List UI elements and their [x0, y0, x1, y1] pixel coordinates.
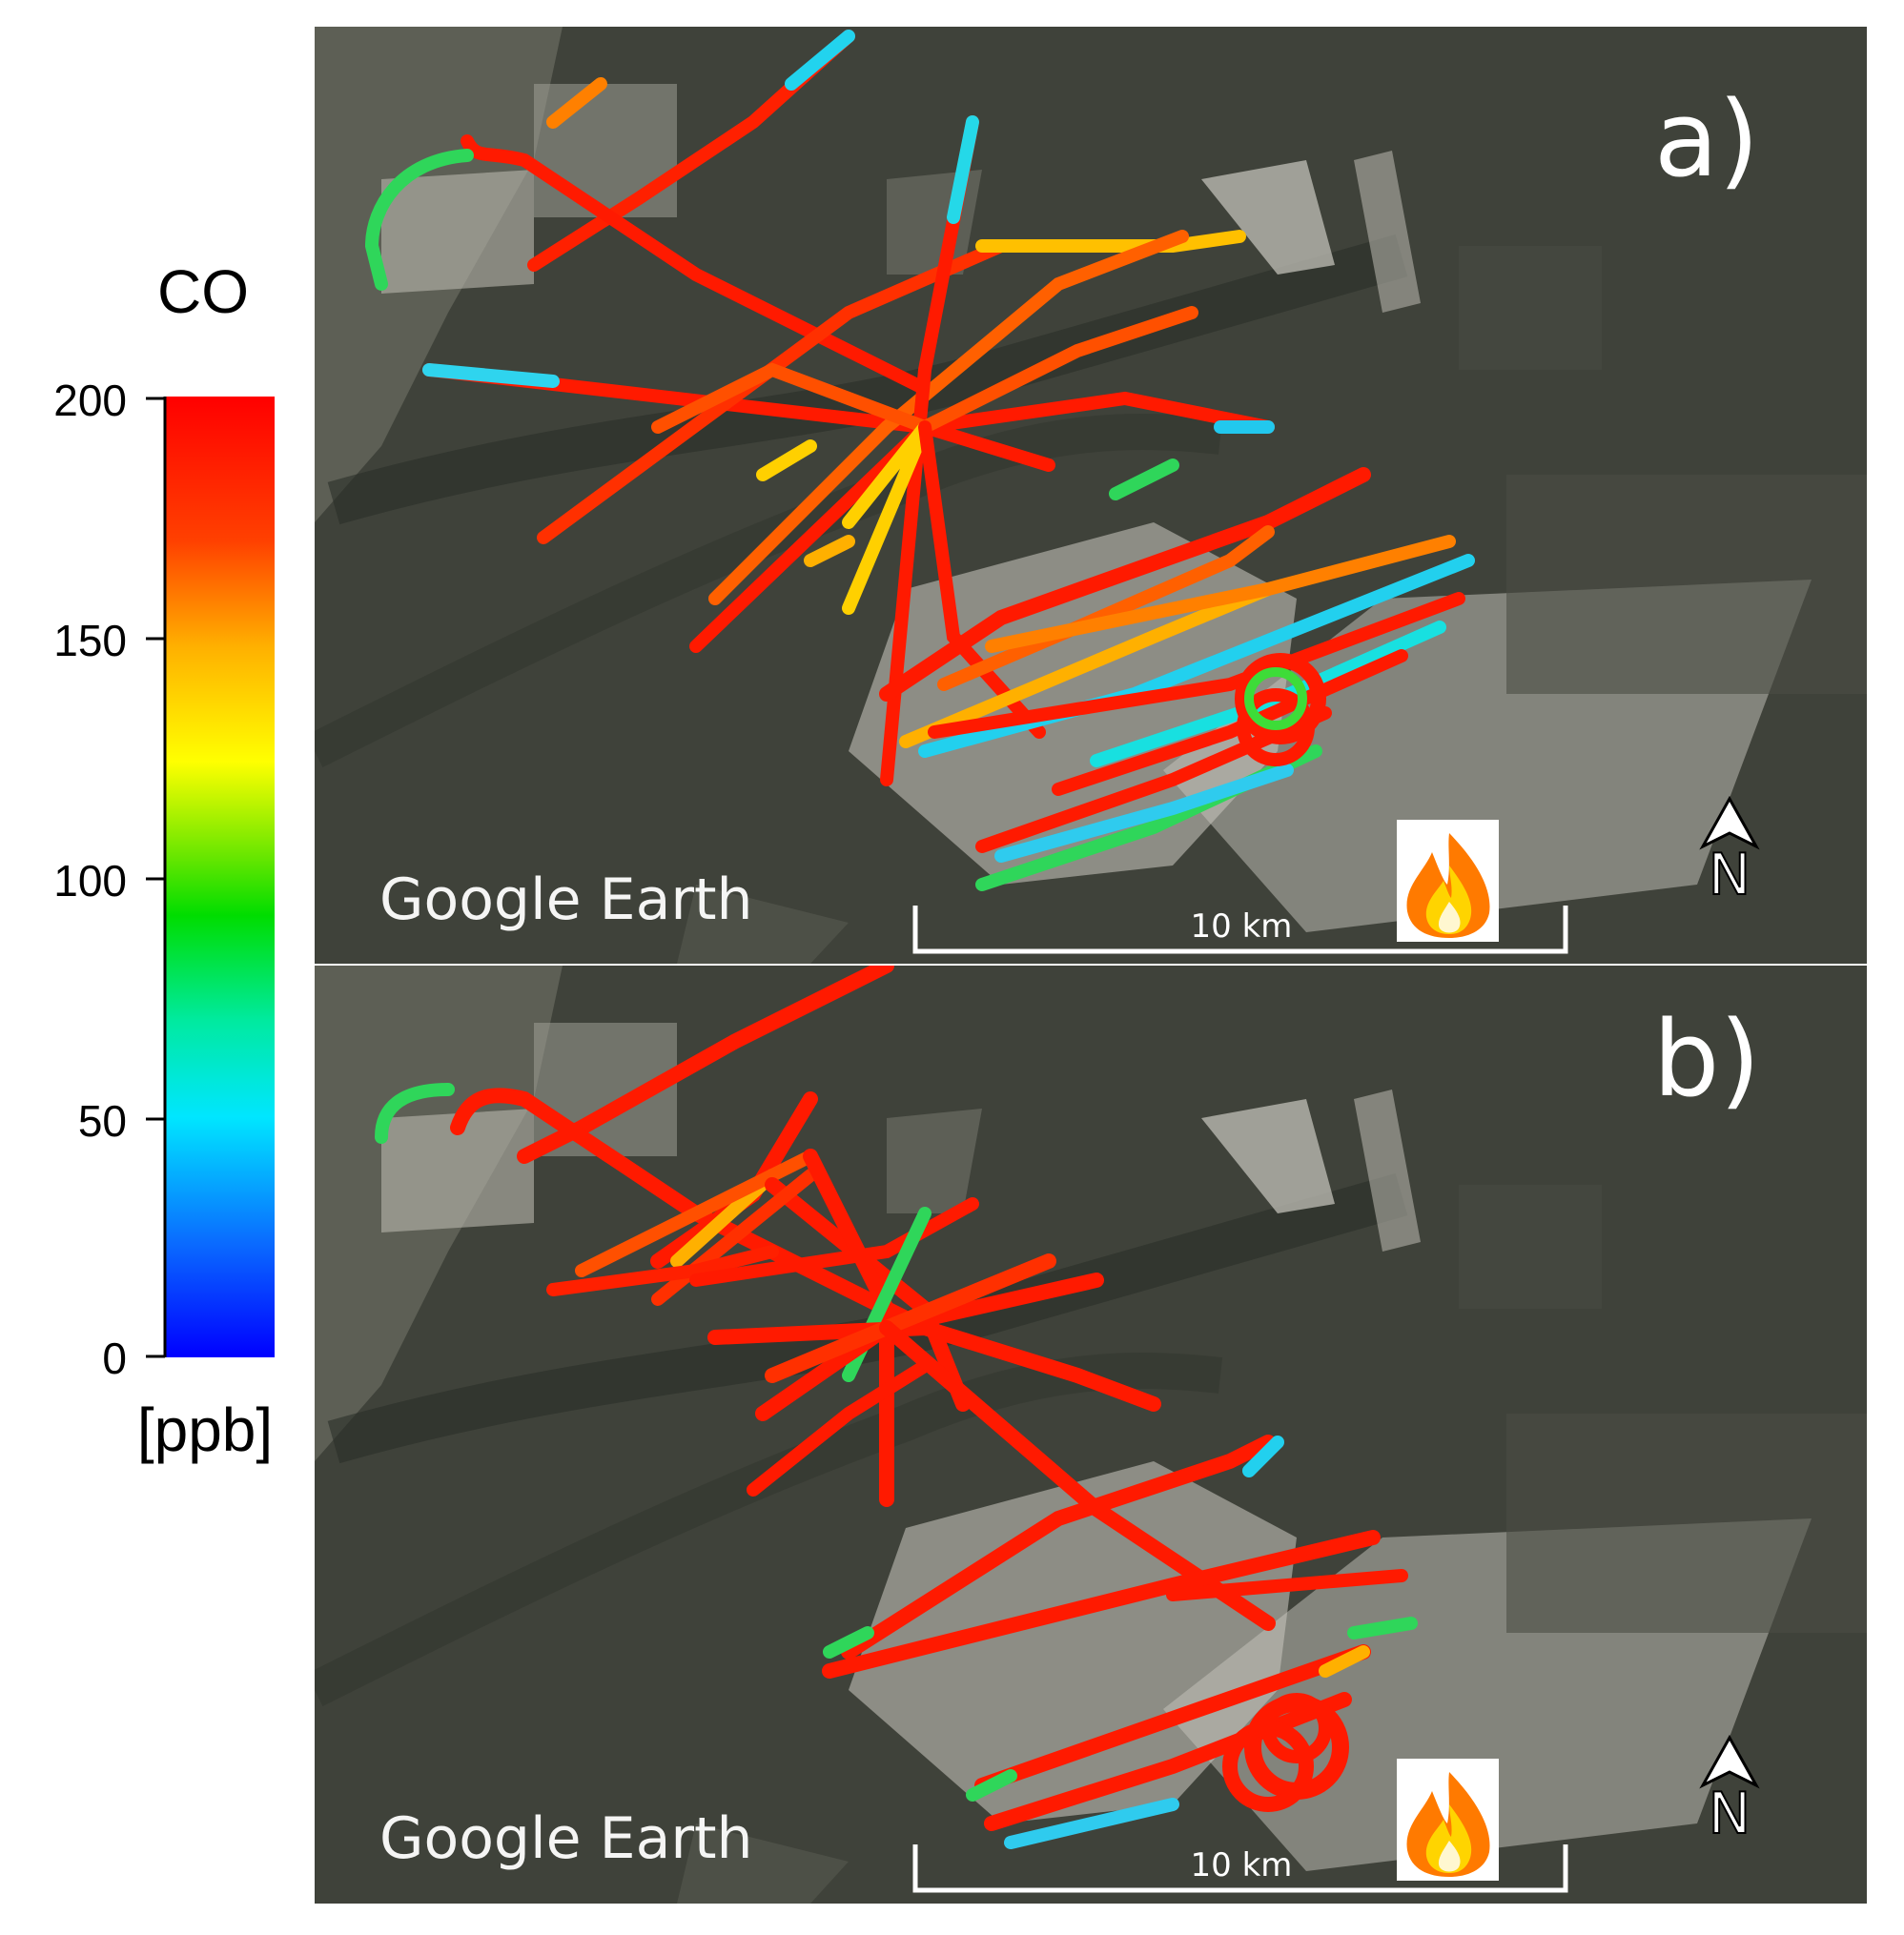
- flight-tracks-a: [364, 30, 1475, 891]
- colorbar-tick-label: 50: [78, 1096, 127, 1146]
- colorbar-tick-label: 0: [102, 1334, 127, 1383]
- scale-bar-label: 10 km: [1191, 1846, 1293, 1884]
- colorbar-title: CO: [157, 257, 249, 326]
- colorbar-gradient: [165, 397, 275, 1357]
- google-earth-watermark: Google Earth: [379, 866, 753, 933]
- panel-label: a): [1654, 78, 1759, 200]
- map-panel-a: a) Google Earth 10 km N: [315, 27, 1867, 964]
- panel-label: b): [1653, 998, 1761, 1120]
- colorbar-ticks: [146, 397, 165, 1358]
- colorbar-unit: [ppb]: [137, 1395, 273, 1464]
- satellite-map-a: a) Google Earth 10 km N: [315, 27, 1867, 964]
- north-label: N: [1709, 842, 1751, 908]
- colorbar-tick-label: 100: [53, 856, 127, 906]
- colorbar-tick-label: 150: [53, 616, 127, 665]
- colorbar-tick-label: 200: [53, 376, 127, 425]
- scale-bar: [912, 906, 1568, 954]
- north-arrow-icon: [1699, 1734, 1760, 1789]
- scale-bar: [912, 1844, 1568, 1893]
- fire-icon: [1397, 820, 1499, 942]
- scale-bar-label: 10 km: [1191, 907, 1293, 946]
- satellite-map-b: b) Google Earth 10 km N: [315, 966, 1867, 1904]
- map-panel-b: b) Google Earth 10 km N: [315, 966, 1867, 1904]
- google-earth-watermark: Google Earth: [379, 1805, 753, 1872]
- north-arrow-icon: [1699, 795, 1760, 850]
- north-label: N: [1709, 1781, 1751, 1847]
- fire-icon: [1397, 1759, 1499, 1881]
- flight-tracks-b: [375, 966, 1418, 1849]
- co-colorbar: CO 200 150 100 50 0 [ppb]: [53, 257, 275, 1464]
